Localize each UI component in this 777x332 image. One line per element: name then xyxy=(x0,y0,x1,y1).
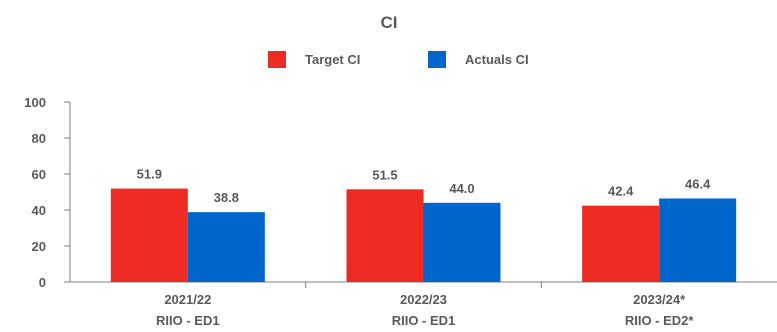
y-tick-label: 100 xyxy=(24,95,46,110)
bars: 51.9 38.8 51.5 44.0 42.4 46.4 xyxy=(110,167,737,282)
legend: Target CI Actuals CI xyxy=(268,51,529,68)
data-label: 42.4 xyxy=(608,184,634,199)
category-label-period: 2021/22 xyxy=(164,292,211,307)
data-label: 38.8 xyxy=(214,190,239,205)
bar-target xyxy=(346,189,424,282)
data-label: 46.4 xyxy=(685,176,711,191)
bar-target xyxy=(582,205,660,282)
legend-swatch-actuals xyxy=(428,51,446,68)
data-label: 44.0 xyxy=(449,181,474,196)
bar-actuals xyxy=(187,212,265,282)
data-label: 51.9 xyxy=(137,167,162,182)
category-label-regime: RIIO - ED2* xyxy=(625,313,695,328)
y-axis-ticks: 0 20 40 60 80 100 xyxy=(24,95,70,290)
category-label-regime: RIIO - ED1 xyxy=(156,313,220,328)
x-axis-categories: 2021/22 RIIO - ED1 2022/23 RIIO - ED1 2023/2… xyxy=(156,282,694,328)
bar-actuals xyxy=(423,202,501,282)
legend-swatch-target xyxy=(268,51,286,68)
category-label-regime: RIIO - ED1 xyxy=(392,313,456,328)
y-tick-label: 60 xyxy=(32,167,46,182)
legend-label-target: Target CI xyxy=(305,52,360,67)
chart-title: CI xyxy=(381,13,398,32)
y-tick-label: 40 xyxy=(32,203,46,218)
y-tick-label: 0 xyxy=(39,275,46,290)
data-label: 51.5 xyxy=(372,167,397,182)
category-label-period: 2022/23 xyxy=(400,292,447,307)
legend-label-actuals: Actuals CI xyxy=(465,52,529,67)
bar-target xyxy=(110,188,188,282)
y-tick-label: 20 xyxy=(32,239,46,254)
bar-actuals xyxy=(659,198,737,282)
y-tick-label: 80 xyxy=(32,131,46,146)
category-label-period: 2023/24* xyxy=(633,292,686,307)
